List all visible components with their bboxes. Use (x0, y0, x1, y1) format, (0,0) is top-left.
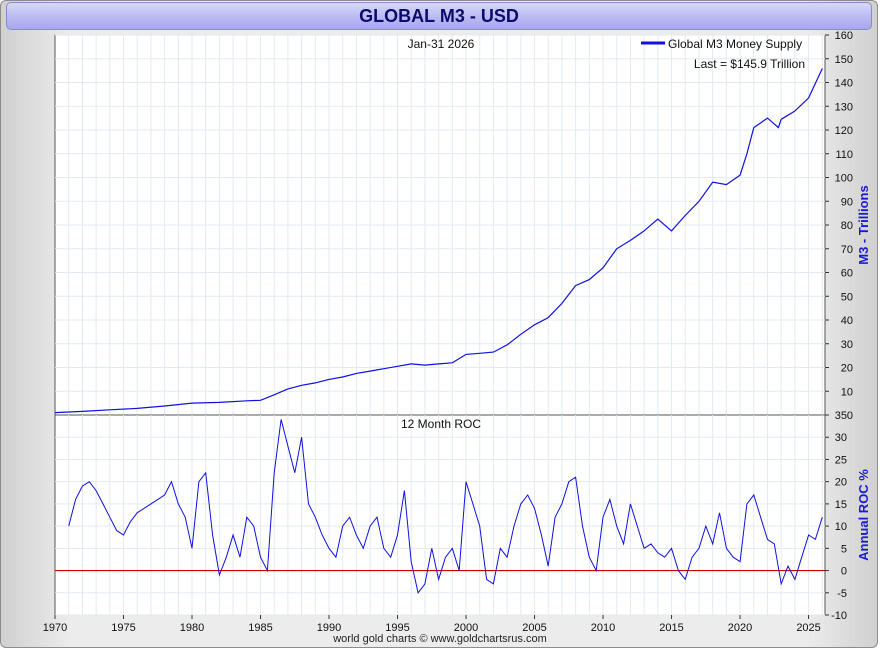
y-tick-label: 20 (841, 363, 853, 375)
x-ticks: 1970 1975 1980 1985 1990 1995 2000 2005 2010 2015… (43, 615, 821, 634)
y-tick-label: 5 (841, 543, 847, 555)
y-tick-label: 20 (835, 477, 847, 489)
y-tick-label: 15 (835, 499, 847, 511)
bottom-grid (55, 415, 825, 616)
y-tick-label: 140 (835, 78, 853, 90)
legend-label: Global M3 Money Supply (668, 37, 802, 51)
roc-series-line (68, 419, 823, 594)
y-tick-label: 60 (841, 268, 853, 280)
x-tick-label: 1970 (43, 622, 67, 634)
x-tick-label: 1975 (111, 622, 135, 634)
y-tick-label: 80 (841, 220, 853, 232)
y-tick-label: 160 (835, 30, 853, 42)
m3-series-line (54, 68, 823, 414)
x-tick-label: 1990 (317, 622, 341, 634)
bottom-y-ticks: -10 -5 0 5 10 15 20 25 30 35 (825, 410, 847, 622)
roc-annotation: 12 Month ROC (401, 417, 481, 431)
y-tick-label: 30 (835, 432, 847, 444)
x-tick-label: 2005 (522, 622, 546, 634)
top-grid (55, 34, 825, 416)
x-tick-label: 1985 (248, 622, 272, 634)
y-tick-label: 30 (841, 339, 853, 351)
bottom-plot-area (54, 414, 826, 616)
x-tick-label: 1995 (385, 622, 409, 634)
y-tick-label: 40 (841, 315, 853, 327)
y-tick-label: 50 (841, 291, 853, 303)
y-tick-label: 0 (841, 566, 847, 578)
y-tick-label: 25 (835, 454, 847, 466)
footer-credit: world gold charts © www.goldchartsrus.co… (333, 633, 547, 645)
top-y-ticks: 0 10 20 30 40 50 60 70 80 90 100 110 120 130 140 150 160 (825, 30, 853, 422)
y-tick-label: 90 (841, 196, 853, 208)
y-tick-label: 100 (835, 173, 853, 185)
top-y-axis-label: M3 - Trillions (856, 185, 871, 264)
y-tick-label: 130 (835, 101, 853, 113)
y-tick-label: 120 (835, 125, 853, 137)
x-tick-label: 1980 (180, 622, 204, 634)
y-tick-label: -5 (837, 588, 847, 600)
y-tick-label: 35 (835, 410, 847, 422)
y-tick-label: 110 (835, 149, 853, 161)
last-value-label: Last = $145.9 Trillion (694, 57, 805, 71)
bottom-y-axis-label: Annual ROC % (856, 469, 871, 561)
x-tick-label: 2020 (728, 622, 752, 634)
y-tick-label: 10 (841, 386, 853, 398)
y-tick-label: 0 (847, 410, 853, 422)
y-tick-label: -10 (831, 610, 847, 622)
y-tick-label: 150 (835, 54, 853, 66)
chart-title: GLOBAL M3 - USD (6, 2, 872, 30)
y-tick-label: 10 (835, 521, 847, 533)
y-tick-label: 70 (841, 244, 853, 256)
date-annotation: Jan-31 2026 (408, 37, 475, 51)
x-tick-label: 2025 (796, 622, 820, 634)
x-tick-label: 2000 (454, 622, 478, 634)
x-tick-label: 2010 (591, 622, 615, 634)
x-tick-label: 2015 (659, 622, 683, 634)
